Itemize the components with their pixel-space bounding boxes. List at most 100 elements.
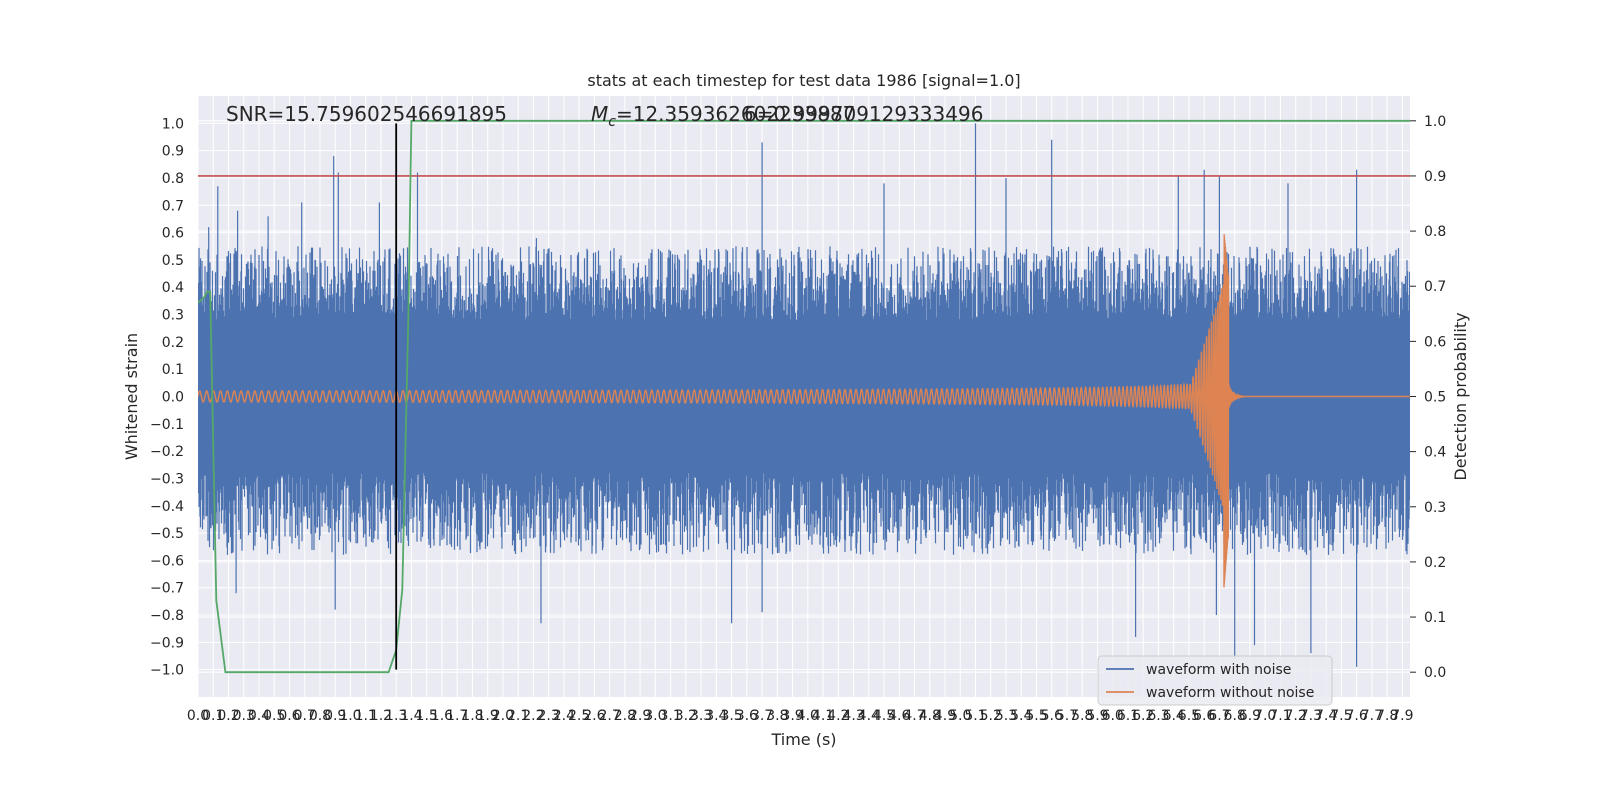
y2-tick-label: 1.0 — [1424, 114, 1446, 130]
x-tick-label: 7.3 — [1300, 708, 1322, 724]
x-tick-label: 5.3 — [995, 708, 1017, 724]
x-tick-label: 2.5 — [568, 708, 590, 724]
x-tick-label: 4.0 — [797, 708, 819, 724]
y-tick-label: 0.0 — [162, 390, 184, 406]
y-tick-label: 0.8 — [162, 171, 184, 187]
x-tick-label: 4.8 — [919, 708, 941, 724]
x-tick-label: 2.3 — [538, 708, 560, 724]
y-tick-label: 0.1 — [162, 362, 184, 378]
mc-value: =12.359362602233887 — [616, 102, 855, 126]
y-tick-label: 0.4 — [162, 280, 184, 296]
chart-title: stats at each timestep for test data 198… — [587, 71, 1020, 90]
x-tick-label: 4.4 — [858, 708, 880, 724]
x-tick-label: 2.6 — [583, 708, 605, 724]
x-tick-label: 7.1 — [1269, 708, 1291, 724]
y2-axis-label: Detection probability — [1451, 312, 1470, 480]
x-tick-label: 0.3 — [233, 708, 255, 724]
x-tick-label: 3.9 — [781, 708, 803, 724]
x-tick-label: 6.9 — [1239, 708, 1261, 724]
x-tick-label: 3.5 — [720, 708, 742, 724]
x-tick-label: 1.1 — [355, 708, 377, 724]
snr-annotation: SNR=15.759602546691895 — [226, 102, 507, 126]
x-tick-label: 1.5 — [416, 708, 438, 724]
x-tick-label: 4.6 — [888, 708, 910, 724]
mc-annotation: Mc=12.359362602233887 — [591, 102, 855, 130]
x-tick-label: 2.8 — [614, 708, 636, 724]
x-tick-label: 7.8 — [1376, 708, 1398, 724]
x-tick-label: 4.7 — [903, 708, 925, 724]
x-tick-label: 0.4 — [248, 708, 270, 724]
legend: waveform with noise waveform without noi… — [1097, 655, 1333, 706]
y-tick-label: −0.5 — [150, 526, 184, 542]
y-tick-label: 0.9 — [162, 144, 184, 160]
x-tick-label: 1.9 — [477, 708, 499, 724]
y2-tick-label: 0.6 — [1424, 334, 1446, 350]
x-tick-label: 2.1 — [507, 708, 529, 724]
x-tick-label: 2.0 — [492, 708, 514, 724]
x-tick-label: 4.9 — [934, 708, 956, 724]
x-tick-label: 7.4 — [1315, 708, 1337, 724]
x-tick-label: 7.7 — [1361, 708, 1383, 724]
x-tick-label: 7.5 — [1330, 708, 1352, 724]
x-tick-label: 2.4 — [553, 708, 575, 724]
legend-box — [1097, 655, 1333, 706]
x-tick-label: 7.0 — [1254, 708, 1276, 724]
x-tick-label: 6.1 — [1117, 708, 1139, 724]
x-tick-label: 1.2 — [370, 708, 392, 724]
y-tick-label: 0.7 — [162, 198, 184, 214]
y-tick-label: 0.6 — [162, 226, 184, 242]
plot-content — [198, 119, 1410, 674]
y2-tick-label: 0.9 — [1424, 169, 1446, 185]
mc-symbol: M — [591, 102, 608, 126]
y-tick-label: −1.0 — [150, 663, 184, 679]
x-tick-label: 4.3 — [842, 708, 864, 724]
x-tick-label: 5.6 — [1041, 708, 1063, 724]
x-tick-label: 6.2 — [1132, 708, 1154, 724]
x-tick-label: 3.4 — [705, 708, 727, 724]
y-tick-label: 0.2 — [162, 335, 184, 351]
x-tick-label: 0.8 — [309, 708, 331, 724]
x-tick-label: 6.0 — [1102, 708, 1124, 724]
y2-tick-label: 0.7 — [1424, 279, 1446, 295]
x-tick-label: 7.9 — [1391, 708, 1413, 724]
x-tick-label: 5.7 — [1056, 708, 1078, 724]
x-tick-label: 0.1 — [202, 708, 224, 724]
y-tick-label: −0.4 — [150, 499, 184, 515]
x-tick-label: 1.3 — [385, 708, 407, 724]
x-tick-label: 6.6 — [1193, 708, 1215, 724]
y-tick-label: −0.6 — [150, 553, 184, 569]
x-tick-label: 1.6 — [431, 708, 453, 724]
x-tick-label: 1.4 — [400, 708, 422, 724]
x-tick-label: 5.9 — [1086, 708, 1108, 724]
legend-label-waveform-without-noise: waveform without noise — [1146, 685, 1314, 701]
x-tick-label: 6.3 — [1147, 708, 1169, 724]
x-tick-label: 0.9 — [324, 708, 346, 724]
x-tick-label: 6.5 — [1178, 708, 1200, 724]
overlap-annotation: 6=0.999709129333496 — [744, 102, 983, 126]
y-tick-label: 0.3 — [162, 308, 184, 324]
y-tick-label: 1.0 — [162, 116, 184, 132]
x-tick-label: 7.2 — [1285, 708, 1307, 724]
legend-label-waveform-with-noise: waveform with noise — [1146, 662, 1291, 678]
mc-subscript: c — [608, 114, 616, 130]
x-tick-label: 0.7 — [294, 708, 316, 724]
x-tick-label: 5.0 — [949, 708, 971, 724]
x-tick-label: 5.5 — [1025, 708, 1047, 724]
x-tick-label: 2.7 — [598, 708, 620, 724]
y-tick-label: −0.7 — [150, 581, 184, 597]
x-tick-label: 5.2 — [980, 708, 1002, 724]
axis-ticks: 0.00.10.20.30.40.50.60.70.80.91.01.11.21… — [150, 114, 1446, 724]
series-layer — [198, 119, 1410, 674]
x-tick-label: 4.2 — [827, 708, 849, 724]
x-tick-label: 5.8 — [1071, 708, 1093, 724]
x-tick-label: 1.8 — [461, 708, 483, 724]
x-tick-label: 1.0 — [339, 708, 361, 724]
x-tick-label: 0.6 — [278, 708, 300, 724]
y2-tick-label: 0.0 — [1424, 665, 1446, 681]
x-tick-label: 0.2 — [217, 708, 239, 724]
x-tick-label: 0.0 — [187, 708, 209, 724]
series-waveform-without-noise — [198, 234, 1410, 588]
x-tick-label: 3.3 — [690, 708, 712, 724]
y2-tick-label: 0.8 — [1424, 224, 1446, 240]
